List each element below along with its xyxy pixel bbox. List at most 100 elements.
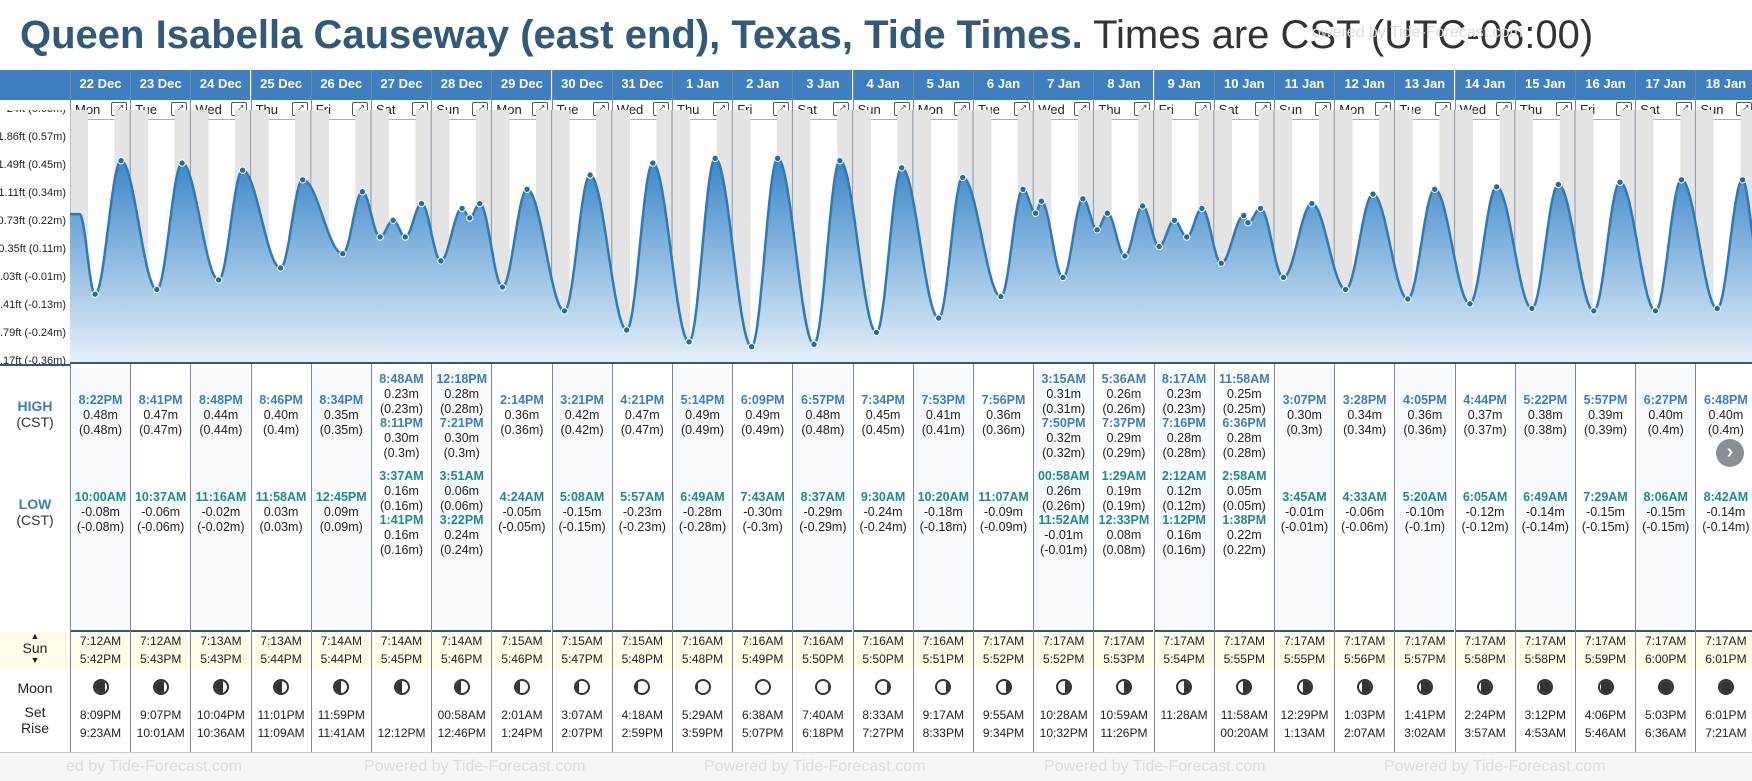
sun-times: 7:15AM 5:46PM	[492, 630, 552, 670]
day-column: 13 Jan Tue ⤢ 4:05PM 0.36m (0.36m) 5:20AM -0.10m…	[1394, 70, 1455, 752]
moon-cell: 00:58AM 12:46PM	[432, 670, 491, 752]
sunrise-time: 7:17AM	[1705, 634, 1747, 648]
high-tide-entry: 4:44PM 0.37m (0.37m)	[1463, 393, 1507, 437]
watermark-bottom-4: Powered by Tide-Forecast.com	[1044, 758, 1266, 775]
sun-times: 7:14AM 5:46PM	[432, 630, 492, 670]
sunset-time: 5:52PM	[1043, 652, 1085, 666]
high-cell	[131, 368, 191, 463]
chevron-right-icon[interactable]: ›	[1716, 439, 1744, 467]
low-cell	[974, 463, 1033, 630]
moon-cell: 8:09PM 9:23AM	[71, 670, 130, 752]
sun-times: 7:16AM 5:50PM	[853, 630, 913, 670]
low-cell	[552, 463, 612, 630]
date-header: 22 Dec	[71, 70, 130, 100]
moon-cell: 5:29AM 3:59PM	[673, 670, 732, 752]
moonset-time: 11:58AM	[1220, 708, 1268, 722]
low-tide-entry: 1:41PM 0.16m (0.16m)	[379, 513, 424, 557]
date-header: 28 Dec	[432, 70, 492, 100]
moon-phase-icon	[634, 679, 651, 695]
date-header: 24 Dec	[191, 70, 251, 100]
axis-label: 0.35ft (0.11m)	[0, 243, 66, 255]
tide-extreme-point	[476, 199, 484, 208]
high-cell	[1576, 368, 1635, 463]
tide-extreme-point	[1341, 285, 1350, 294]
tide-extreme-point	[1554, 180, 1563, 189]
sunrise-time: 7:16AM	[862, 634, 904, 648]
tide-extreme-point	[458, 204, 466, 213]
day-column: 29 Dec Mon ⤢ 2:14PM 0.36m (0.36m) 4:24AM -0.05m…	[491, 70, 552, 752]
high-tide-entry: 5:36AM 0.26m (0.26m)	[1101, 372, 1147, 416]
tide-extreme-point	[153, 285, 161, 294]
sunrise-time: 7:16AM	[742, 634, 784, 648]
tide-extreme-point	[872, 328, 881, 337]
tide-line	[70, 156, 1752, 349]
moon-cell: 10:28AM 10:32PM	[1034, 670, 1093, 752]
low-cell	[1515, 463, 1575, 630]
sunrise-time: 7:17AM	[1283, 634, 1326, 648]
tide-extreme-point	[1170, 216, 1179, 225]
watermark-bottom-3: Powered by Tide-Forecast.com	[704, 758, 926, 775]
sunrise-time: 7:14AM	[380, 634, 423, 648]
high-row-label: HIGH (CST)	[16, 398, 54, 430]
sunrise-time: 7:17AM	[1344, 634, 1386, 648]
sun-times: 7:17AM 6:01PM	[1696, 630, 1752, 670]
moon-phase-icon	[273, 679, 290, 695]
high-tide-entry: 7:53PM 0.41m (0.41m)	[921, 393, 966, 437]
moonrise-time: 00:20AM	[1220, 726, 1269, 740]
date-header: 26 Dec	[311, 70, 371, 100]
low-cell	[251, 463, 311, 630]
low-tide-entry: 7:29AM -0.15m (-0.15m)	[1581, 490, 1630, 534]
tide-extreme-point	[1093, 226, 1101, 234]
tide-extreme-point	[401, 233, 409, 241]
moon-cell: 8:33AM 7:27PM	[854, 670, 913, 752]
moonrise-time: 7:21AM	[1705, 726, 1747, 740]
tide-extreme-point	[523, 185, 531, 194]
tide-extreme-point	[1155, 242, 1163, 251]
sun-times: 7:17AM 5:56PM	[1335, 630, 1395, 670]
moonset-time: 1:41PM	[1404, 708, 1446, 722]
sun-times: 7:16AM 5:48PM	[673, 630, 732, 670]
moonrise-time: 8:33PM	[922, 726, 964, 740]
day-column: 31 Dec Wed ⤢ 4:21PM 0.47m (0.47m) 5:57AM -0.23m…	[611, 70, 672, 752]
date-header: 18 Jan	[1696, 70, 1752, 100]
tide-extreme-point	[1528, 304, 1536, 313]
axis-label: -0.03ft (-0.01m)	[0, 271, 66, 283]
high-cell	[492, 368, 552, 463]
moon-phase-icon	[152, 679, 169, 695]
page-title-main: Queen Isabella Causeway (east end), Texa…	[20, 13, 1083, 57]
sunrise-time: 7:15AM	[501, 634, 543, 648]
low-tide-entry: 9:30AM -0.24m (-0.24m)	[859, 490, 907, 534]
moonset-time: 00:58AM	[437, 708, 486, 722]
low-tide-entry: 5:20AM -0.10m (-0.1m)	[1402, 490, 1448, 534]
day-column: 18 Jan Sun ⤢ 6:48PM 0.40m (0.4m) 8:42AM -0.14m(…	[1695, 70, 1752, 752]
moonset-time: 6:01PM	[1705, 708, 1747, 722]
tide-extreme-point	[178, 159, 186, 167]
high-cell	[853, 368, 913, 463]
moon-row-label: Moon Set Rise	[17, 680, 53, 736]
moonrise-time: 5:46AM	[1584, 726, 1627, 740]
moonrise-time: 9:23AM	[79, 726, 122, 740]
day-column: 15 Jan Thu ⤢ 5:22PM 0.38m (0.38m) 6:49AM -0.14m…	[1514, 70, 1575, 752]
sun-times: 7:17AM 5:53PM	[1094, 630, 1154, 670]
tide-extreme-point	[1431, 185, 1439, 194]
tide-extreme-point	[1308, 199, 1316, 208]
watermark-top: owered by Tide-Forecast.com	[1312, 24, 1523, 41]
sun-times: 7:16AM 5:50PM	[793, 630, 853, 670]
tide-extreme-point	[1279, 273, 1288, 282]
high-tide-entry: 3:07PM 0.30m (0.3m)	[1282, 393, 1327, 437]
tide-extreme-point	[437, 257, 445, 265]
high-tide-entry: 6:48PM 0.40m (0.4m)	[1704, 393, 1748, 437]
tide-extreme-point	[560, 307, 569, 315]
high-tide-entry: 7:16PM 0.28m (0.28m)	[1162, 416, 1206, 460]
row-labels: 24ft (0.68m)1.86ft (0.57m)1.49ft (0.45m)…	[0, 70, 70, 780]
low-cell	[1154, 463, 1214, 630]
moon-cell: 5:03PM 6:36AM	[1636, 670, 1695, 752]
tide-extreme-point	[1031, 209, 1040, 217]
sunset-time: 6:00PM	[1645, 652, 1687, 666]
date-header: 30 Dec	[552, 70, 612, 100]
moonrise-time: 6:18PM	[802, 726, 844, 740]
tide-area	[70, 158, 1752, 364]
moonset-time: 9:17AM	[922, 708, 964, 722]
low-cell	[1034, 463, 1094, 630]
moon-phase-icon	[212, 679, 229, 695]
